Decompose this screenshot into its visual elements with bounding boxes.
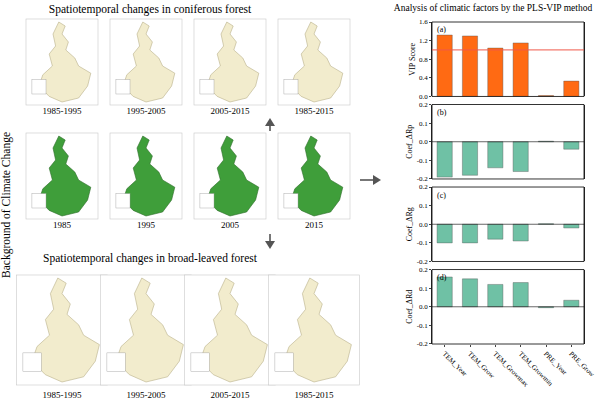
svg-text:1.2: 1.2 <box>419 37 428 45</box>
svg-text:1995-2005: 1995-2005 <box>127 106 166 116</box>
svg-text:VIP Score: VIP Score <box>408 42 417 75</box>
svg-text:-0.1: -0.1 <box>417 322 429 330</box>
svg-text:Coef_ΔRg: Coef_ΔRg <box>405 207 414 241</box>
svg-text:1985-2015: 1985-2015 <box>295 106 334 116</box>
svg-text:2005-2015: 2005-2015 <box>211 390 250 400</box>
svg-text:0.1: 0.1 <box>419 120 428 128</box>
svg-text:0.8: 0.8 <box>419 56 428 64</box>
svg-text:(c): (c) <box>437 191 446 200</box>
svg-text:0.1: 0.1 <box>419 202 428 210</box>
svg-text:0.2: 0.2 <box>419 266 428 274</box>
svg-text:PRE_Grow: PRE_Grow <box>567 350 596 379</box>
svg-text:TEM_Year: TEM_Year <box>441 350 469 378</box>
svg-text:0.4: 0.4 <box>419 74 428 82</box>
html-text:Analysis of climatic factors b: Analysis of climatic factors by the PLS-… <box>393 3 593 13</box>
svg-text:2005-2015: 2005-2015 <box>211 106 250 116</box>
svg-text:-0.2: -0.2 <box>417 258 429 266</box>
svg-text:1985-1995: 1985-1995 <box>43 390 82 400</box>
svg-text:1995-2005: 1995-2005 <box>127 390 166 400</box>
svg-text:-0.1: -0.1 <box>417 157 429 165</box>
svg-text:1985: 1985 <box>53 220 72 230</box>
svg-text:(d): (d) <box>437 273 447 282</box>
svg-text:0.0: 0.0 <box>419 93 428 101</box>
svg-text:Spatiotemporal changes in broa: Spatiotemporal changes in broad-leaved f… <box>43 252 258 265</box>
svg-text:PRE_Year: PRE_Year <box>542 350 569 377</box>
svg-text:TEM_Growmax: TEM_Growmax <box>491 350 530 389</box>
svg-text:2005: 2005 <box>221 220 240 230</box>
svg-text:Spatiotemporal changes in coni: Spatiotemporal changes in coniferous for… <box>49 3 252 16</box>
svg-text:0.2: 0.2 <box>419 101 428 109</box>
svg-text:-0.2: -0.2 <box>417 340 429 348</box>
svg-text:Background of Climate Change: Background of Climate Change <box>0 132 13 278</box>
svg-text:(a): (a) <box>437 25 446 34</box>
svg-text:0.0: 0.0 <box>419 138 428 146</box>
svg-text:2015: 2015 <box>305 220 324 230</box>
svg-text:Coef_ΔRp: Coef_ΔRp <box>405 125 414 159</box>
svg-text:0.0: 0.0 <box>419 303 428 311</box>
svg-text:Coef_ΔRd: Coef_ΔRd <box>405 290 414 324</box>
svg-text:1995: 1995 <box>137 220 156 230</box>
svg-text:(b): (b) <box>437 108 447 117</box>
svg-text:1985-2015: 1985-2015 <box>295 390 334 400</box>
svg-text:TEM_Grow: TEM_Grow <box>466 350 497 381</box>
svg-text:-0.2: -0.2 <box>417 175 429 183</box>
svg-text:1985-1995: 1985-1995 <box>43 106 82 116</box>
svg-text:TEM_Growmin: TEM_Growmin <box>517 350 555 388</box>
svg-text:1.6: 1.6 <box>419 18 428 26</box>
svg-text:0.2: 0.2 <box>419 183 428 191</box>
svg-text:-0.1: -0.1 <box>417 239 429 247</box>
svg-text:0.0: 0.0 <box>419 221 428 229</box>
svg-text:0.1: 0.1 <box>419 285 428 293</box>
